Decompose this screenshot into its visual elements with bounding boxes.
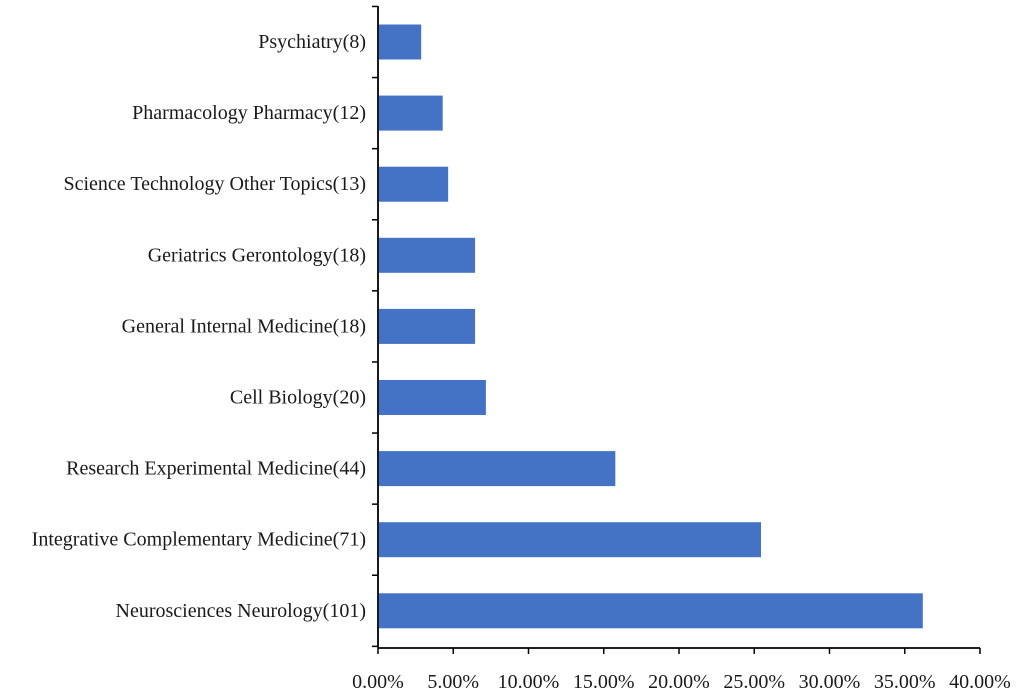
category-label: Cell Biology(20) bbox=[230, 387, 366, 409]
bar bbox=[379, 593, 923, 629]
bar bbox=[379, 95, 443, 131]
axes-layer bbox=[372, 5, 981, 654]
category-label: Research Experimental Medicine(44) bbox=[66, 458, 366, 480]
category-label: Psychiatry(8) bbox=[258, 31, 366, 53]
bar bbox=[379, 522, 762, 558]
category-label: Science Technology Other Topics(13) bbox=[64, 173, 367, 195]
x-tick-label: 15.00% bbox=[573, 671, 635, 693]
bar bbox=[379, 24, 422, 60]
bar bbox=[379, 308, 476, 344]
category-label: Neurosciences Neurology(101) bbox=[116, 600, 366, 622]
x-tick-label: 35.00% bbox=[874, 671, 936, 693]
x-tick-label: 5.00% bbox=[427, 671, 479, 693]
x-tick-label: 0.00% bbox=[352, 671, 404, 693]
bar bbox=[379, 451, 616, 487]
category-label: Pharmacology Pharmacy(12) bbox=[132, 102, 366, 124]
bar bbox=[379, 237, 476, 273]
x-tick-labels: 0.00% 5.00% 10.00% 15.00% 20.00% 25.00% 30.00%… bbox=[352, 671, 1011, 693]
category-label: Integrative Complementary Medicine(71) bbox=[32, 529, 366, 551]
bars-layer bbox=[379, 24, 923, 629]
bar bbox=[379, 380, 486, 415]
category-labels: Psychiatry(8) Pharmacology Pharmacy(12) Sc… bbox=[32, 31, 366, 622]
bar bbox=[379, 166, 449, 202]
category-label: Geriatrics Gerontology(18) bbox=[148, 244, 366, 266]
x-tick-label: 25.00% bbox=[723, 671, 785, 693]
x-tick-label: 10.00% bbox=[498, 671, 560, 693]
category-label: General Internal Medicine(18) bbox=[122, 315, 366, 337]
x-tick-label: 20.00% bbox=[648, 671, 710, 693]
x-tick-label: 30.00% bbox=[799, 671, 861, 693]
x-tick-label: 40.00% bbox=[949, 671, 1011, 693]
